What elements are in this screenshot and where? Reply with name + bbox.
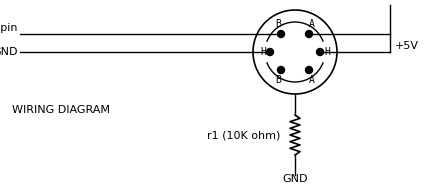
Circle shape — [277, 30, 285, 37]
Circle shape — [277, 67, 285, 74]
Text: GND: GND — [0, 47, 18, 57]
Text: GND: GND — [282, 174, 308, 184]
Text: B: B — [275, 75, 281, 85]
Circle shape — [305, 30, 313, 37]
Text: A: A — [309, 19, 315, 29]
Text: H: H — [260, 47, 266, 57]
Text: A: A — [309, 75, 315, 85]
Text: to analog input pin: to analog input pin — [0, 23, 18, 33]
Circle shape — [316, 49, 323, 56]
Text: +5V: +5V — [395, 41, 419, 51]
Text: B: B — [275, 19, 281, 29]
Text: H: H — [324, 47, 330, 57]
Circle shape — [305, 67, 313, 74]
Text: r1 (10K ohm): r1 (10K ohm) — [207, 130, 280, 140]
Circle shape — [267, 49, 273, 56]
Text: WIRING DIAGRAM: WIRING DIAGRAM — [12, 105, 110, 115]
